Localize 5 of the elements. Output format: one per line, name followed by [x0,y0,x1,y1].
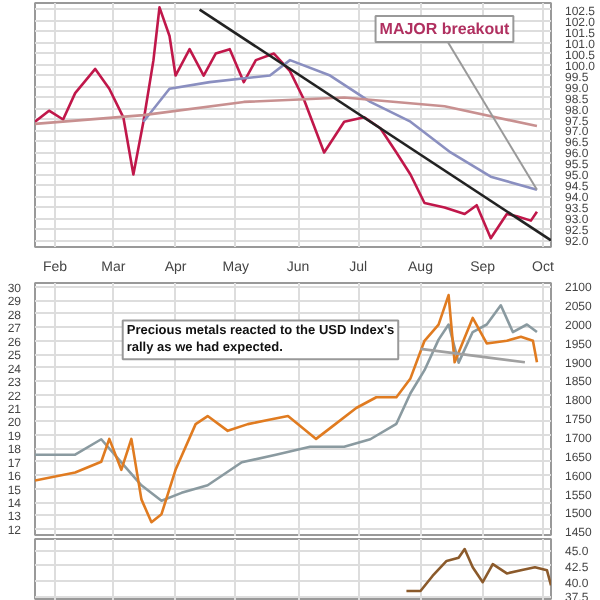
line-series [35,6,539,240]
annotation: MAJOR breakout [379,20,511,39]
line-series [35,96,539,128]
line-series [405,547,551,593]
line-series [142,58,539,192]
